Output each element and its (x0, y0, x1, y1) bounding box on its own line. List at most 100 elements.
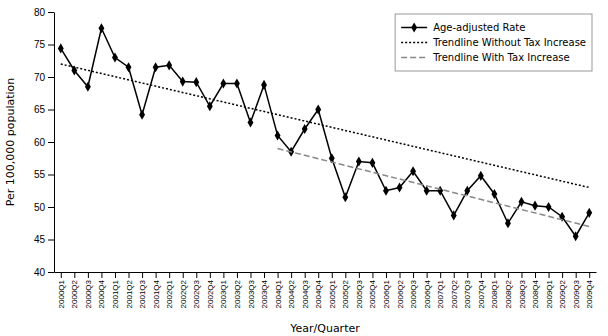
marker (261, 80, 267, 90)
tick-label: 2000Q2 (70, 279, 79, 308)
tick: 2004Q4 (314, 272, 323, 308)
tick-mark (88, 272, 89, 278)
tick-mark (291, 272, 292, 278)
tick: 2008Q1 (490, 272, 499, 308)
series-line (61, 64, 589, 188)
tick: 2007Q3 (463, 272, 472, 308)
tick: 50 (34, 202, 54, 213)
tick-mark (48, 45, 54, 46)
tick-mark (48, 207, 54, 208)
marker (58, 43, 64, 53)
y-axis-title: Per 100,000 population (4, 78, 17, 207)
tick: 2006Q3 (409, 272, 418, 308)
tick-mark (386, 272, 387, 278)
tick-label: 2007Q3 (463, 279, 472, 308)
series-line (61, 28, 589, 236)
x-axis: 2000Q12000Q22000Q32000Q42001Q12001Q22001… (55, 272, 597, 308)
series-line (278, 149, 590, 227)
tick-label: 2003Q2 (233, 279, 242, 308)
tick-mark (48, 272, 54, 273)
tick-label: 2007Q2 (450, 279, 459, 308)
tick: 2006Q1 (382, 272, 391, 308)
tick: 2006Q4 (423, 272, 432, 308)
tick-label: 70 (34, 72, 46, 83)
tick: 75 (34, 39, 54, 50)
tick: 2003Q4 (260, 272, 269, 308)
tick: 2000Q1 (57, 272, 66, 308)
x-axis-title: Year/Quarter (289, 322, 360, 335)
tick-mark (250, 272, 251, 278)
tick: 70 (34, 72, 54, 83)
marker (302, 124, 308, 134)
plot-area (58, 23, 592, 241)
tick-mark (48, 77, 54, 78)
marker (369, 158, 375, 168)
legend: Age-adjusted RateTrendline Without Tax I… (395, 14, 592, 71)
marker (410, 166, 416, 176)
tick-label: 2006Q1 (382, 279, 391, 308)
tick-label: 2005Q3 (355, 279, 364, 308)
marker (519, 197, 525, 207)
tick-label: 2006Q4 (423, 279, 432, 308)
marker (491, 189, 497, 199)
tick-mark (48, 142, 54, 143)
legend-marker (411, 22, 417, 32)
chart: 2000Q12000Q22000Q32000Q42001Q12001Q22001… (0, 0, 608, 336)
tick-label: 2008Q4 (531, 279, 540, 308)
tick-label: 2003Q1 (219, 279, 228, 308)
tick-label: 50 (34, 202, 46, 213)
marker (356, 156, 362, 166)
tick-label: 2008Q2 (504, 279, 513, 308)
marker (85, 82, 91, 92)
legend-label: Age-adjusted Rate (433, 22, 525, 33)
tick: 2009Q4 (585, 272, 594, 308)
tick-mark (74, 272, 75, 278)
tick-mark (101, 272, 102, 278)
marker (315, 104, 321, 114)
tick-mark (142, 272, 143, 278)
tick-label: 65 (34, 104, 46, 115)
marker (207, 101, 213, 111)
tick: 2008Q4 (531, 272, 540, 308)
legend-box (395, 14, 592, 71)
tick: 2007Q1 (436, 272, 445, 308)
tick-label: 2004Q4 (314, 279, 323, 308)
tick: 2002Q4 (206, 272, 215, 308)
tick-label: 2002Q3 (192, 279, 201, 308)
tick: 2000Q3 (84, 272, 93, 308)
tick-label: 2005Q4 (368, 279, 377, 308)
tick-mark (521, 272, 522, 278)
marker (451, 210, 457, 220)
tick: 2001Q4 (152, 272, 161, 308)
tick: 2005Q3 (355, 272, 364, 308)
tick: 60 (34, 137, 54, 148)
tick-mark (400, 272, 401, 278)
tick: 2002Q2 (179, 272, 188, 308)
tick-label: 75 (34, 39, 46, 50)
tick-label: 2002Q4 (206, 279, 215, 308)
marker (342, 192, 348, 202)
tick-mark (129, 272, 130, 278)
tick-label: 2007Q4 (477, 279, 486, 308)
tick-mark (576, 272, 577, 278)
tick-label: 2004Q1 (274, 279, 283, 308)
tick-mark (467, 272, 468, 278)
tick-mark (264, 272, 265, 278)
tick-label: 2004Q3 (301, 279, 310, 308)
tick: 2000Q2 (70, 272, 79, 308)
marker (153, 62, 159, 72)
legend-swatch (401, 57, 427, 59)
tick: 2009Q3 (572, 272, 581, 308)
tick-label: 80 (34, 7, 46, 18)
tick-mark (115, 272, 116, 278)
tick-label: 55 (34, 169, 46, 180)
tick-mark (494, 272, 495, 278)
tick: 2009Q2 (558, 272, 567, 308)
tick-label: 2001Q3 (138, 279, 147, 308)
tick: 80 (34, 7, 54, 18)
marker (586, 208, 592, 218)
tick: 2003Q3 (247, 272, 256, 308)
marker (424, 186, 430, 196)
tick-label: 2001Q4 (152, 279, 161, 308)
tick: 2001Q2 (125, 272, 134, 308)
